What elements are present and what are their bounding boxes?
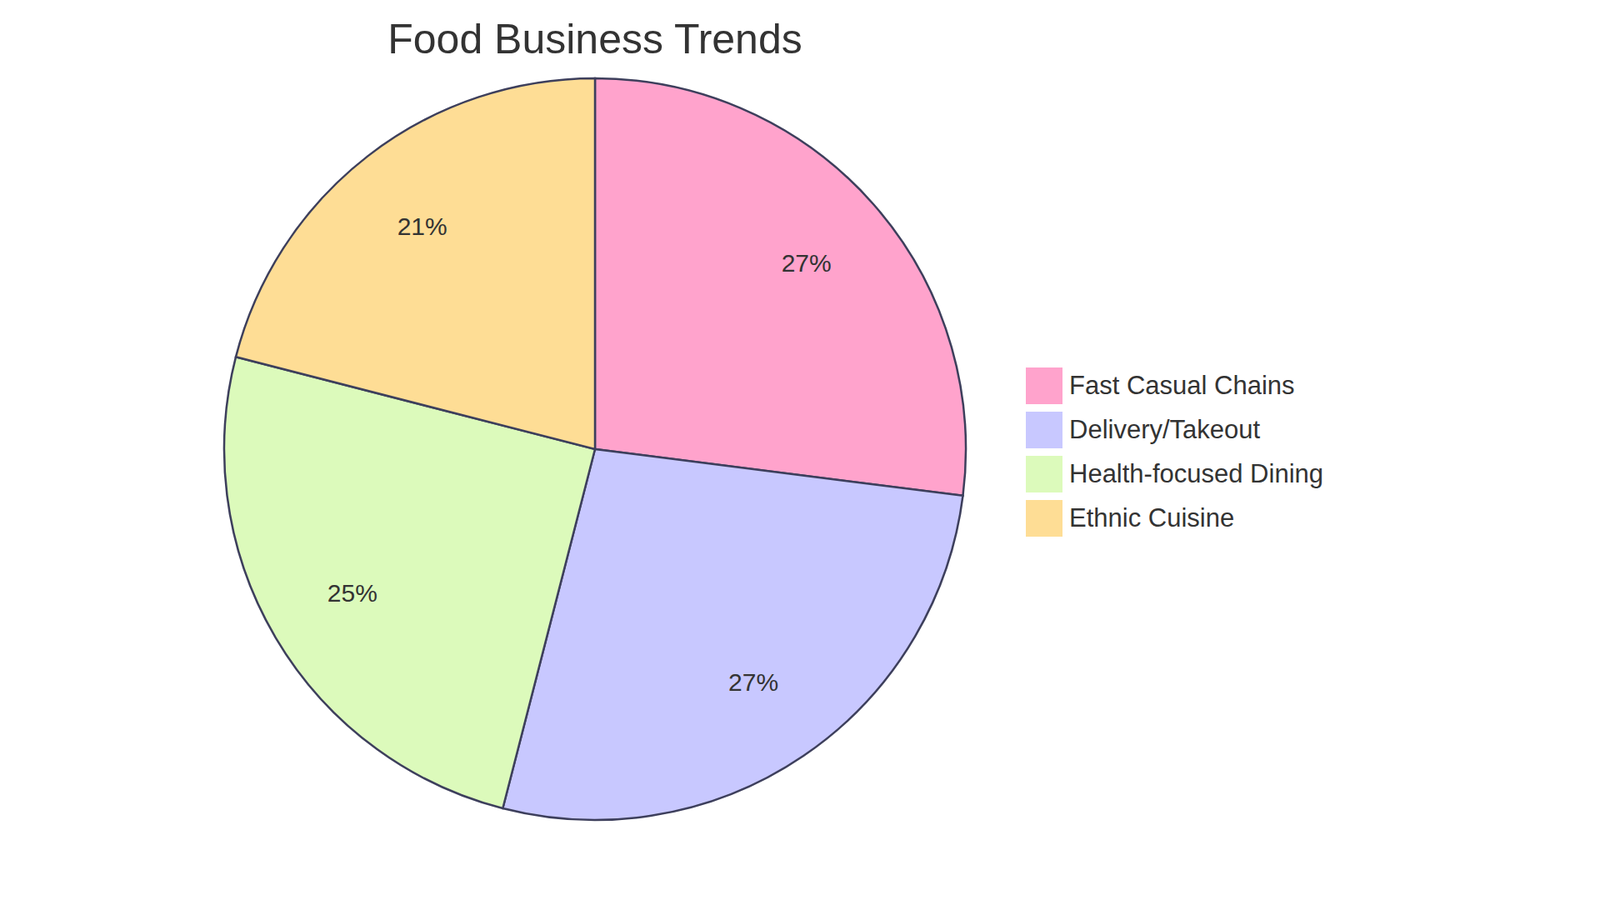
html-text:Delivery/Takeout: Delivery/Takeout xyxy=(1069,414,1261,444)
html-text:Ethnic Cuisine: Ethnic Cuisine xyxy=(1069,502,1235,533)
svg-text:27%: 27% xyxy=(728,668,779,696)
svg-text:25%: 25% xyxy=(327,579,378,607)
svg-text:21%: 21% xyxy=(397,212,448,240)
html-text:Health-focused Dining: Health-focused Dining xyxy=(1069,458,1324,488)
svg-text:27%: 27% xyxy=(781,249,832,277)
html-text:Food Business Trends: Food Business Trends xyxy=(387,15,803,63)
html-text:Fast Casual Chains: Fast Casual Chains xyxy=(1069,370,1295,400)
